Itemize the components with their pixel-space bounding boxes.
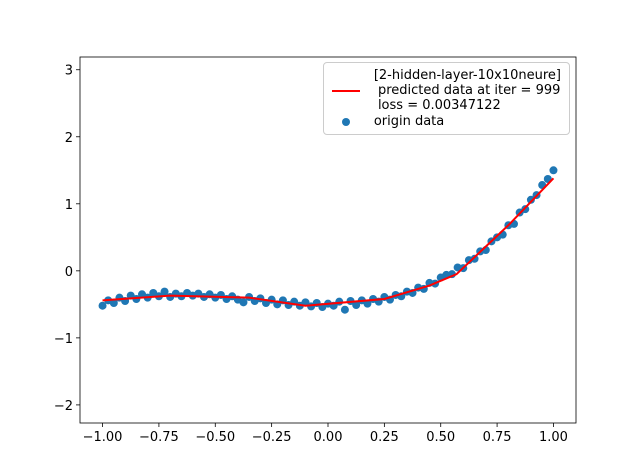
- y-tick-label: 2: [65, 131, 73, 146]
- x-tick-label: −1.00: [83, 430, 123, 445]
- y-tick-label: 0: [65, 265, 73, 280]
- scatter-point: [363, 299, 372, 308]
- y-tick-label: 3: [65, 64, 73, 79]
- legend-key: [341, 117, 350, 126]
- scatter-point: [160, 287, 169, 296]
- x-tick-label: 1.00: [539, 430, 568, 445]
- x-tick-label: 0.75: [483, 430, 512, 445]
- axes-frame: [79, 56, 577, 424]
- line: [102, 177, 555, 307]
- y-tick-label: −2: [54, 399, 73, 414]
- x-tick-label: −0.50: [195, 430, 235, 445]
- x-tick-label: 0.00: [314, 430, 343, 445]
- x-tick-label: 0.50: [426, 430, 455, 445]
- scatter-point: [352, 301, 361, 310]
- legend-key: [331, 89, 360, 92]
- legend: [2-hidden-layer-10x10neure] predicted da…: [322, 62, 570, 135]
- scatter-point: [301, 298, 310, 307]
- legend-entry: origin data: [330, 114, 561, 129]
- scatter-point: [526, 195, 535, 204]
- y-tick-label: 1: [65, 198, 73, 213]
- legend-entry: [2-hidden-layer-10x10neure] predicted da…: [330, 68, 561, 113]
- legend-label: origin data: [373, 114, 445, 129]
- x-tick-label: 0.25: [370, 430, 399, 445]
- legend-label: [2-hidden-layer-10x10neure] predicted da…: [373, 68, 561, 113]
- legend-marker: [341, 117, 350, 126]
- x-tick-label: −0.25: [252, 430, 292, 445]
- x-tick-label: −0.75: [139, 430, 179, 445]
- scatter-point: [340, 305, 349, 314]
- scatter-point: [98, 301, 107, 310]
- scatter-point: [470, 254, 479, 263]
- scatter-point: [109, 299, 118, 308]
- y-tick-label: −1: [54, 332, 73, 347]
- scatter-point: [239, 298, 248, 307]
- scatter-point: [549, 166, 558, 175]
